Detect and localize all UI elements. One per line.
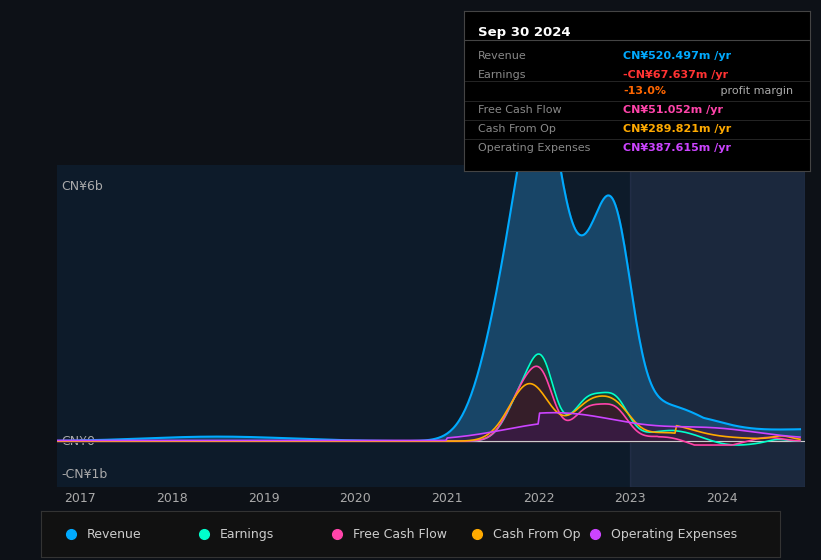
Text: profit margin: profit margin: [717, 86, 793, 96]
Text: CN¥51.052m /yr: CN¥51.052m /yr: [623, 105, 723, 115]
Text: CN¥0: CN¥0: [62, 435, 95, 447]
Text: Free Cash Flow: Free Cash Flow: [478, 105, 562, 115]
Text: Earnings: Earnings: [478, 70, 526, 80]
Text: Earnings: Earnings: [220, 528, 274, 541]
Text: Free Cash Flow: Free Cash Flow: [353, 528, 447, 541]
Text: Revenue: Revenue: [478, 51, 526, 61]
Text: CN¥6b: CN¥6b: [62, 180, 103, 193]
Text: CN¥520.497m /yr: CN¥520.497m /yr: [623, 51, 732, 61]
Text: Operating Expenses: Operating Expenses: [478, 143, 590, 153]
Text: -CN¥67.637m /yr: -CN¥67.637m /yr: [623, 70, 728, 80]
Text: -13.0%: -13.0%: [623, 86, 666, 96]
Bar: [631, 165, 805, 487]
Text: Cash From Op: Cash From Op: [493, 528, 580, 541]
Text: Operating Expenses: Operating Expenses: [612, 528, 737, 541]
Text: CN¥387.615m /yr: CN¥387.615m /yr: [623, 143, 732, 153]
Text: Sep 30 2024: Sep 30 2024: [478, 26, 571, 39]
Text: Revenue: Revenue: [87, 528, 141, 541]
Text: -CN¥1b: -CN¥1b: [62, 468, 108, 481]
Text: Cash From Op: Cash From Op: [478, 124, 556, 134]
Text: CN¥289.821m /yr: CN¥289.821m /yr: [623, 124, 732, 134]
